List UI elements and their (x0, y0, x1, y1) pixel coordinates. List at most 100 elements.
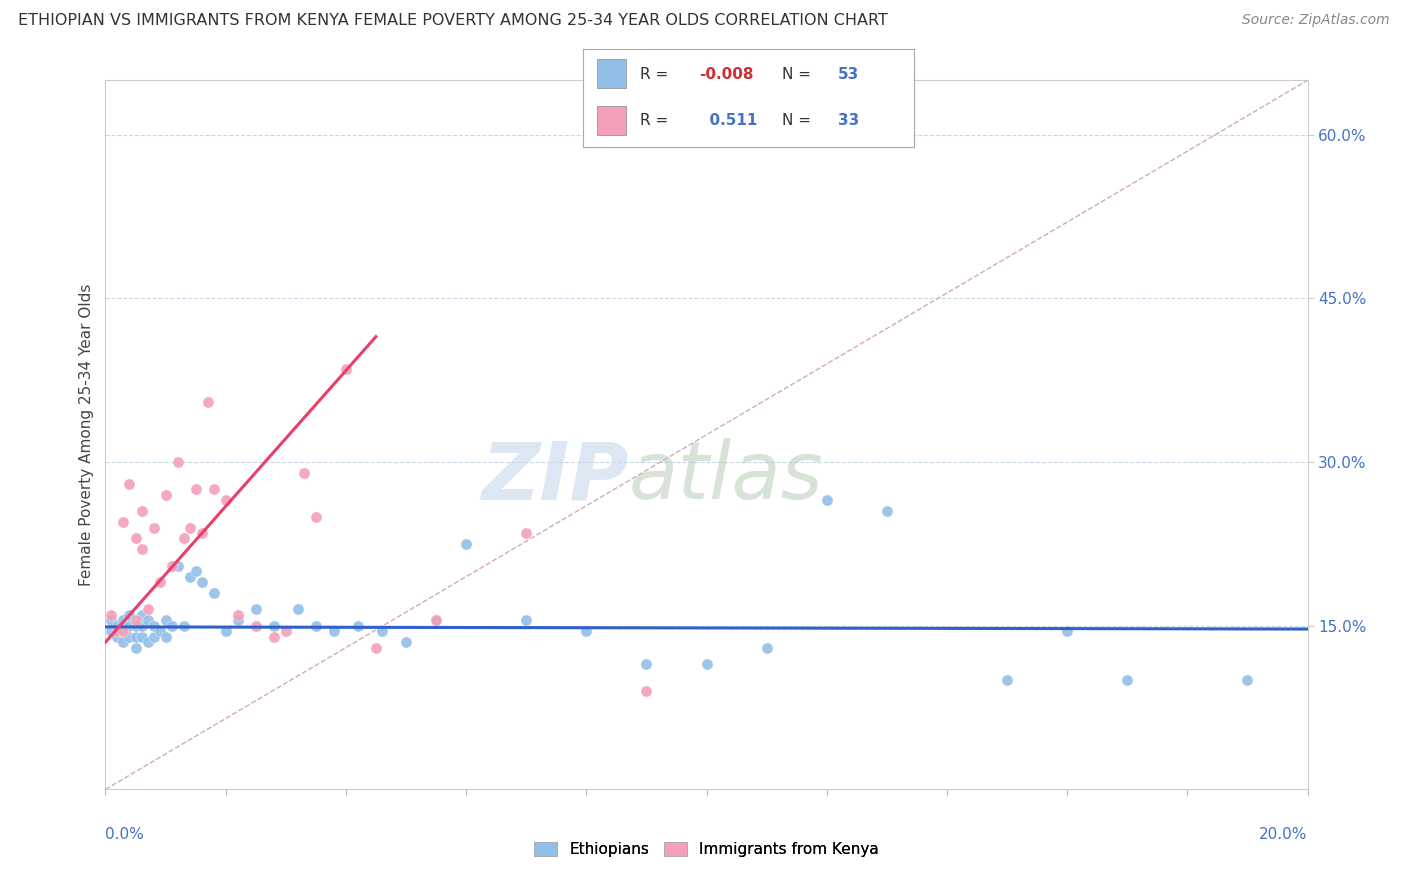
Text: 0.0%: 0.0% (105, 827, 145, 842)
Point (179, 570, 201, 584)
Point (425, 613, 447, 627)
Point (148, 575, 170, 590)
Point (131, 630, 153, 644)
Point (214, 493, 236, 508)
Point (112, 613, 135, 627)
Point (155, 630, 177, 644)
Point (148, 624, 170, 639)
Point (131, 504, 153, 518)
Point (112, 624, 135, 639)
Point (136, 635, 159, 649)
Point (305, 509, 328, 524)
Y-axis label: Female Poverty Among 25-34 Year Olds: Female Poverty Among 25-34 Year Olds (79, 284, 94, 586)
Point (395, 635, 418, 649)
Point (131, 607, 153, 622)
Point (995, 673, 1018, 688)
Point (107, 630, 129, 644)
Text: -0.008: -0.008 (699, 67, 754, 81)
Point (179, 520, 201, 534)
Point (155, 613, 177, 627)
Point (515, 526, 537, 541)
Point (371, 624, 394, 639)
Point (155, 488, 177, 502)
Point (454, 537, 477, 551)
Point (131, 542, 153, 557)
Point (263, 630, 285, 644)
Point (112, 635, 135, 649)
Point (100, 624, 122, 639)
Point (322, 624, 344, 639)
Point (515, 613, 537, 627)
Point (636, 657, 658, 671)
Text: 0.511: 0.511 (699, 113, 758, 128)
Point (1056, 624, 1078, 639)
Point (166, 455, 188, 469)
Point (124, 613, 146, 627)
Point (160, 558, 183, 573)
Point (190, 575, 212, 590)
Point (1116, 673, 1139, 688)
Point (226, 613, 249, 627)
Text: 33: 33 (838, 113, 859, 128)
Point (142, 630, 165, 644)
Point (425, 613, 447, 627)
Point (876, 504, 898, 518)
Point (274, 624, 297, 639)
Bar (596, 59, 627, 88)
Point (305, 619, 328, 633)
Point (124, 619, 146, 633)
Point (173, 532, 195, 546)
Point (142, 619, 165, 633)
Point (107, 619, 129, 633)
Point (131, 619, 153, 633)
Point (636, 684, 658, 698)
Point (173, 619, 195, 633)
Point (118, 619, 141, 633)
Point (166, 558, 188, 573)
Point (100, 607, 122, 622)
Text: 53: 53 (838, 67, 859, 81)
Point (136, 602, 159, 616)
Point (184, 564, 207, 578)
Point (124, 630, 146, 644)
Point (815, 493, 838, 508)
Point (335, 362, 357, 376)
Text: R =: R = (640, 67, 673, 81)
Bar (596, 106, 627, 136)
Text: Source: ZipAtlas.com: Source: ZipAtlas.com (1241, 13, 1389, 28)
Text: 20.0%: 20.0% (1260, 827, 1308, 842)
Point (245, 619, 267, 633)
Point (287, 602, 309, 616)
Point (202, 586, 225, 600)
Point (107, 624, 129, 639)
Point (214, 624, 236, 639)
Text: ETHIOPIAN VS IMMIGRANTS FROM KENYA FEMALE POVERTY AMONG 25-34 YEAR OLDS CORRELAT: ETHIOPIAN VS IMMIGRANTS FROM KENYA FEMAL… (18, 13, 889, 29)
Legend: Ethiopians, Immigrants from Kenya: Ethiopians, Immigrants from Kenya (527, 836, 886, 863)
Point (347, 619, 370, 633)
Point (112, 624, 135, 639)
Point (190, 526, 212, 541)
Text: atlas: atlas (628, 438, 823, 516)
Point (100, 613, 122, 627)
Point (160, 619, 183, 633)
Point (226, 607, 249, 622)
Text: ZIP: ZIP (481, 438, 628, 516)
Point (136, 613, 159, 627)
Point (696, 657, 718, 671)
Point (202, 483, 225, 497)
Text: N =: N = (782, 113, 815, 128)
Point (118, 477, 141, 491)
Point (575, 624, 598, 639)
Point (142, 520, 165, 534)
Text: R =: R = (640, 113, 673, 128)
Point (1236, 673, 1258, 688)
Text: N =: N = (782, 67, 815, 81)
Point (124, 532, 146, 546)
Point (364, 640, 387, 655)
Point (245, 602, 267, 616)
Point (118, 630, 141, 644)
Point (197, 395, 219, 409)
Point (112, 515, 135, 529)
Point (118, 607, 141, 622)
Point (292, 466, 315, 480)
